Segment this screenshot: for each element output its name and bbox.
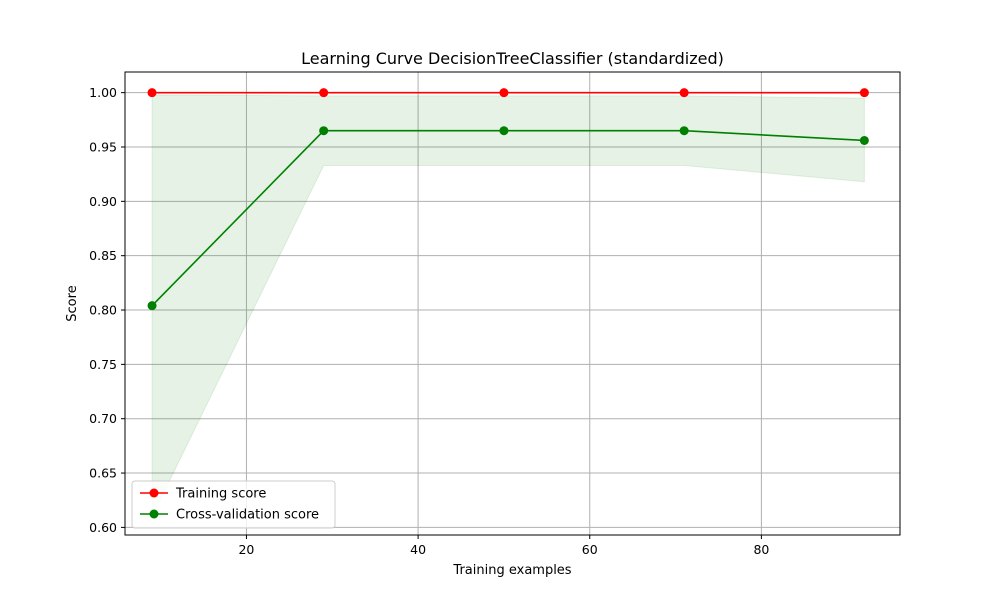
x-tick-label: 80 (753, 542, 769, 557)
legend-label-1: Cross-validation score (176, 508, 319, 523)
y-tick-label: 0.75 (89, 357, 117, 372)
series-point-1 (319, 126, 329, 136)
y-tick-label: 0.65 (89, 466, 117, 481)
series-point-1 (859, 135, 869, 145)
legend-label-0: Training score (175, 487, 266, 502)
legend-box (131, 480, 336, 529)
grid-lines (125, 72, 900, 535)
series-point-0 (859, 88, 869, 98)
series-point-0 (147, 88, 157, 98)
y-tick-label: 0.95 (89, 139, 117, 154)
x-axis-ticks: 20 40 60 80 (238, 535, 769, 557)
x-axis-label: Training examples (452, 563, 571, 578)
y-tick-label: 0.80 (89, 303, 117, 318)
y-tick-label: 1.00 (89, 85, 117, 100)
series-point-1 (499, 126, 509, 136)
series-point-0 (319, 88, 329, 98)
y-axis-label: Score (65, 285, 80, 321)
series-point-1 (679, 126, 689, 136)
series-point-0 (499, 88, 509, 98)
y-tick-label: 0.85 (89, 248, 117, 263)
series-point-1 (147, 301, 157, 311)
y-tick-label: 0.60 (89, 520, 117, 535)
series-point-0 (679, 88, 689, 98)
series-markers (147, 88, 869, 311)
x-tick-label: 20 (238, 542, 254, 557)
chart-title: Learning Curve DecisionTreeClassifier (s… (301, 49, 724, 68)
y-tick-label: 0.90 (89, 194, 117, 209)
x-tick-label: 40 (410, 542, 426, 557)
y-tick-label: 0.70 (89, 411, 117, 426)
plot-frame (124, 71, 901, 536)
legend-marker-0 (149, 488, 159, 498)
x-tick-label: 60 (582, 542, 598, 557)
y-axis-ticks: 0.60 0.65 0.70 0.75 0.80 0.85 0.90 0.95 1.00 (89, 85, 125, 535)
legend: Training score Cross-validation score (131, 480, 336, 529)
legend-marker-1 (149, 509, 159, 519)
